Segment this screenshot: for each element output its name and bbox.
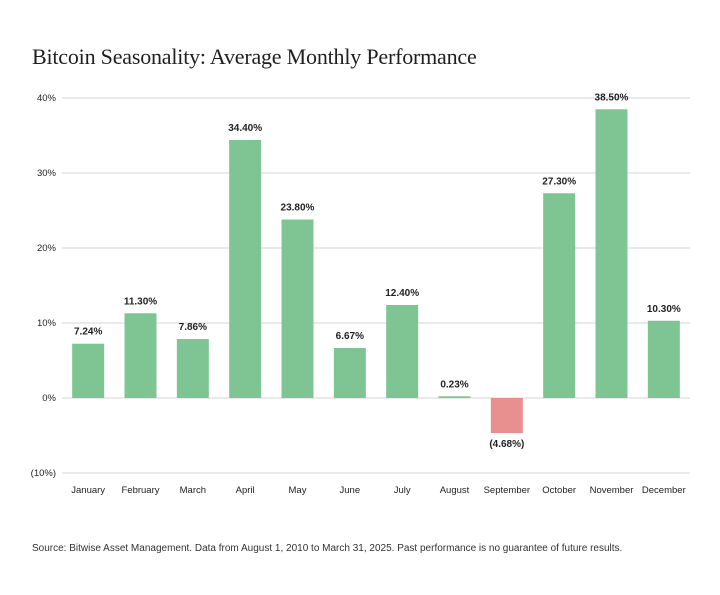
- y-axis-ticks: 40% 30% 20% 10% 0% (10%): [31, 93, 57, 479]
- bar: [490, 398, 523, 434]
- x-tick-label: September: [484, 485, 530, 496]
- x-tick-label: April: [236, 485, 255, 496]
- x-tick-label: December: [642, 485, 686, 496]
- y-tick-label: 0%: [42, 393, 56, 404]
- x-tick-label: January: [71, 485, 105, 496]
- grid-lines: [62, 97, 690, 474]
- y-tick-label: (10%): [31, 468, 56, 479]
- bar: [595, 109, 628, 398]
- bar: [647, 320, 680, 398]
- data-label: 7.24%: [74, 327, 102, 338]
- bars: [72, 109, 680, 434]
- x-tick-label: February: [121, 485, 159, 496]
- bar: [72, 343, 105, 398]
- data-label: 12.40%: [385, 288, 419, 299]
- bar: [438, 396, 471, 398]
- x-tick-label: November: [590, 485, 634, 496]
- data-label: 23.80%: [281, 203, 315, 214]
- x-tick-label: August: [440, 485, 470, 496]
- y-tick-label: 40%: [37, 93, 57, 104]
- data-label: 0.23%: [440, 379, 468, 390]
- bar: [543, 193, 576, 398]
- x-tick-label: June: [340, 485, 361, 496]
- x-tick-label: May: [289, 485, 307, 496]
- x-tick-label: March: [180, 485, 206, 496]
- data-label: 7.86%: [179, 322, 207, 333]
- data-label: 27.30%: [542, 176, 576, 187]
- x-tick-label: October: [542, 485, 576, 496]
- y-tick-label: 10%: [37, 318, 57, 329]
- data-labels: 7.24% 11.30% 7.86% 34.40% 23.80% 6.67% 12.40% 0…: [74, 92, 681, 450]
- chart-title: Bitcoin Seasonality: Average Monthly Per…: [32, 44, 477, 69]
- data-label: (4.68%): [489, 439, 524, 450]
- data-label: 6.67%: [336, 331, 364, 342]
- y-tick-label: 20%: [37, 243, 57, 254]
- data-label: 34.40%: [228, 123, 262, 134]
- bar: [229, 140, 262, 398]
- data-label: 38.50%: [595, 92, 629, 103]
- x-tick-label: July: [394, 485, 411, 496]
- y-tick-label: 30%: [37, 168, 57, 179]
- bar: [176, 339, 209, 398]
- x-axis-ticks: January February March April May June July Augu…: [71, 485, 685, 496]
- source-note: Source: Bitwise Asset Management. Data f…: [32, 543, 623, 554]
- data-label: 10.30%: [647, 304, 681, 315]
- bar: [124, 313, 157, 398]
- bar: [386, 305, 419, 398]
- bar: [333, 347, 366, 398]
- data-label: 11.30%: [124, 296, 157, 307]
- bar: [281, 219, 314, 398]
